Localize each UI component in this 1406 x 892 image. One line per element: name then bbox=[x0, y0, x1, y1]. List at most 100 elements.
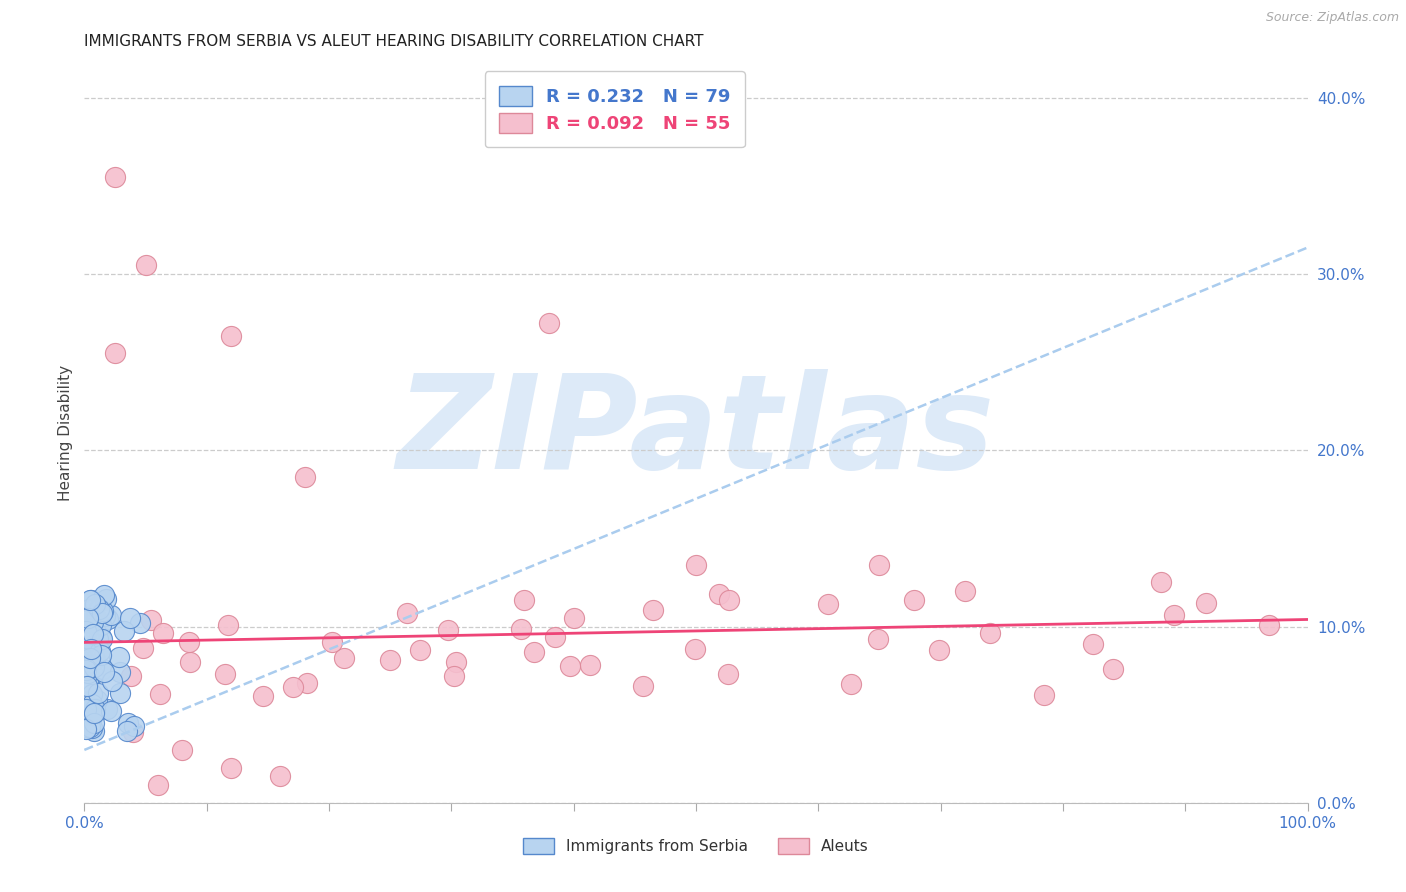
Point bbox=[82, 721, 104, 735]
Point bbox=[141, 613, 163, 627]
Point bbox=[83, 600, 105, 615]
Point bbox=[90, 648, 112, 662]
Point bbox=[76, 679, 98, 693]
Point bbox=[83, 716, 105, 731]
Point bbox=[77, 615, 100, 630]
Point bbox=[118, 611, 141, 625]
Point bbox=[120, 669, 142, 683]
Point bbox=[82, 666, 104, 681]
Point bbox=[841, 676, 863, 690]
Point bbox=[333, 650, 356, 665]
Point bbox=[84, 613, 107, 627]
Point bbox=[214, 666, 236, 681]
Point bbox=[152, 625, 174, 640]
Point bbox=[80, 717, 103, 731]
Point bbox=[523, 645, 546, 659]
Point bbox=[132, 641, 155, 656]
Point bbox=[100, 704, 122, 718]
Point bbox=[79, 707, 101, 722]
Point bbox=[93, 609, 115, 624]
Point bbox=[295, 676, 318, 690]
Point bbox=[84, 701, 107, 715]
Point bbox=[717, 666, 740, 681]
Point bbox=[91, 604, 114, 618]
Point bbox=[269, 769, 291, 783]
Point bbox=[93, 588, 115, 602]
Point bbox=[82, 706, 104, 721]
Point bbox=[1102, 662, 1125, 676]
Point bbox=[868, 632, 890, 647]
Point bbox=[129, 615, 152, 630]
Point bbox=[510, 623, 533, 637]
Point bbox=[82, 613, 104, 627]
Point bbox=[84, 597, 107, 611]
Point bbox=[122, 719, 145, 733]
Point bbox=[76, 666, 98, 681]
Point bbox=[578, 657, 600, 672]
Point bbox=[84, 623, 107, 637]
Point bbox=[94, 592, 117, 607]
Point bbox=[75, 705, 97, 719]
Point bbox=[97, 612, 120, 626]
Text: IMMIGRANTS FROM SERBIA VS ALEUT HEARING DISABILITY CORRELATION CHART: IMMIGRANTS FROM SERBIA VS ALEUT HEARING … bbox=[84, 34, 704, 49]
Point bbox=[108, 686, 131, 700]
Point bbox=[75, 663, 97, 677]
Point bbox=[294, 469, 316, 483]
Point bbox=[112, 624, 135, 639]
Point bbox=[79, 592, 101, 607]
Point bbox=[83, 651, 105, 665]
Point bbox=[513, 592, 536, 607]
Point bbox=[146, 778, 169, 792]
Point bbox=[685, 558, 707, 572]
Point bbox=[179, 655, 201, 669]
Point bbox=[321, 635, 343, 649]
Point bbox=[409, 643, 432, 657]
Point bbox=[707, 587, 730, 601]
Point bbox=[869, 558, 891, 572]
Point bbox=[82, 698, 104, 712]
Point bbox=[395, 607, 418, 621]
Point bbox=[79, 642, 101, 657]
Point bbox=[108, 650, 131, 665]
Point bbox=[1150, 575, 1173, 590]
Point bbox=[90, 630, 112, 644]
Point bbox=[77, 632, 100, 647]
Point bbox=[77, 611, 100, 625]
Point bbox=[96, 702, 118, 716]
Y-axis label: Hearing Disability: Hearing Disability bbox=[58, 365, 73, 500]
Point bbox=[84, 610, 107, 624]
Point bbox=[115, 724, 138, 739]
Point bbox=[80, 640, 103, 654]
Point bbox=[104, 346, 127, 360]
Point bbox=[75, 624, 97, 638]
Point bbox=[89, 644, 111, 658]
Text: ZIPatlas: ZIPatlas bbox=[396, 369, 995, 496]
Point bbox=[83, 706, 105, 721]
Point bbox=[91, 662, 114, 676]
Point bbox=[90, 632, 112, 646]
Point bbox=[75, 720, 97, 734]
Point bbox=[641, 603, 664, 617]
Point bbox=[135, 258, 157, 272]
Point bbox=[928, 643, 950, 657]
Point bbox=[83, 660, 105, 674]
Point bbox=[683, 642, 706, 657]
Point bbox=[953, 584, 976, 599]
Point bbox=[1033, 688, 1056, 702]
Point bbox=[378, 653, 401, 667]
Point bbox=[903, 592, 925, 607]
Point bbox=[82, 687, 104, 701]
Point bbox=[91, 606, 114, 620]
Point bbox=[89, 601, 111, 615]
Point bbox=[79, 720, 101, 734]
Point bbox=[117, 715, 139, 730]
Point bbox=[252, 689, 274, 703]
Point bbox=[77, 675, 100, 690]
Point bbox=[149, 687, 172, 701]
Point bbox=[82, 615, 104, 629]
Point bbox=[436, 623, 458, 637]
Point bbox=[101, 674, 124, 689]
Point bbox=[1195, 596, 1218, 610]
Point bbox=[172, 743, 194, 757]
Point bbox=[82, 701, 104, 715]
